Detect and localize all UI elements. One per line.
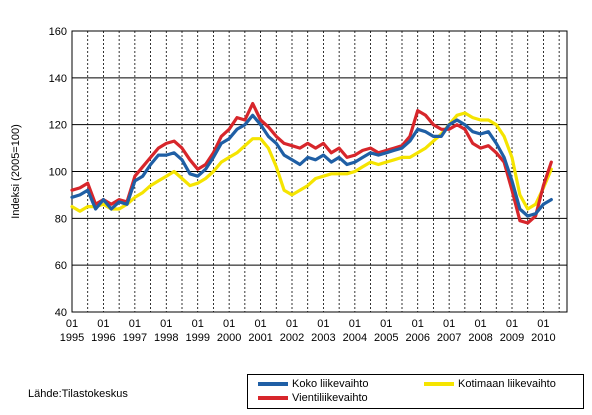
x-tick-year-label: 2007 [437,332,461,344]
x-tick-year-label: 2008 [468,332,492,344]
y-tick-label: 100 [49,167,67,179]
y-axis-title: Indeksi (2005=100) [10,124,22,218]
legend-item-kotimaan: Kotimaan liikevaihto [424,378,556,390]
x-tick-year-label: 2010 [531,332,555,344]
x-tick-month-label: 01 [160,318,172,330]
legend-item-koko: Koko liikevaihto [258,378,368,390]
legend-label-vienti: Vientiliikevaihto [292,392,368,404]
plot-frame [71,30,568,313]
x-tick-month-label: 01 [254,318,266,330]
legend-label-koko: Koko liikevaihto [292,378,369,390]
series-line-koko-liikevaihto [70,113,553,218]
y-tick-label: 60 [55,260,67,272]
x-tick-month-label: 01 [97,318,109,330]
legend-swatch-kotimaan [424,382,454,386]
x-tick-month-label: 01 [506,318,518,330]
x-tick-year-label: 2002 [280,332,304,344]
legend-label-kotimaan: Kotimaan liikevaihto [458,378,556,390]
x-tick-month-label: 01 [380,318,392,330]
x-tick-month-label: 01 [129,318,141,330]
x-tick-month-label: 01 [537,318,549,330]
source-note: Lähde:Tilastokeskus [28,388,128,400]
x-tick-month-label: 01 [223,318,235,330]
y-tick-label: 120 [49,120,67,132]
x-tick-month-label: 01 [66,318,78,330]
x-tick-year-label: 1997 [123,332,147,344]
x-tick-year-label: 1998 [154,332,178,344]
x-tick-year-label: 1999 [185,332,209,344]
x-tick-month-label: 01 [349,318,361,330]
x-tick-month-label: 01 [412,318,424,330]
x-tick-year-label: 2009 [500,332,524,344]
x-tick-year-label: 2003 [311,332,335,344]
x-tick-month-label: 01 [443,318,455,330]
x-tick-year-label: 1995 [60,332,84,344]
x-tick-month-label: 01 [317,318,329,330]
x-tick-month-label: 01 [286,318,298,330]
series-line-kotimaan-liikevaihto [70,111,553,213]
x-tick-year-label: 2004 [343,332,367,344]
legend-item-vienti: Vientiliikevaihto [258,392,368,404]
legend-swatch-koko [258,382,288,386]
x-tick-year-label: 1996 [91,332,115,344]
x-tick-year-label: 2006 [405,332,429,344]
x-tick-year-label: 2000 [217,332,241,344]
legend-swatch-vienti [258,396,288,400]
y-tick-label: 140 [49,73,67,85]
series-line-vientiliikevaihto [70,102,553,225]
x-tick-year-label: 2001 [248,332,272,344]
legend: Koko liikevaihto Kotimaan liikevaihto Vi… [247,374,584,409]
x-tick-year-label: 2005 [374,332,398,344]
y-tick-label: 160 [49,26,67,38]
y-tick-label: 40 [55,307,67,319]
y-tick-label: 80 [55,213,67,225]
x-tick-month-label: 01 [192,318,204,330]
x-tick-month-label: 01 [474,318,486,330]
